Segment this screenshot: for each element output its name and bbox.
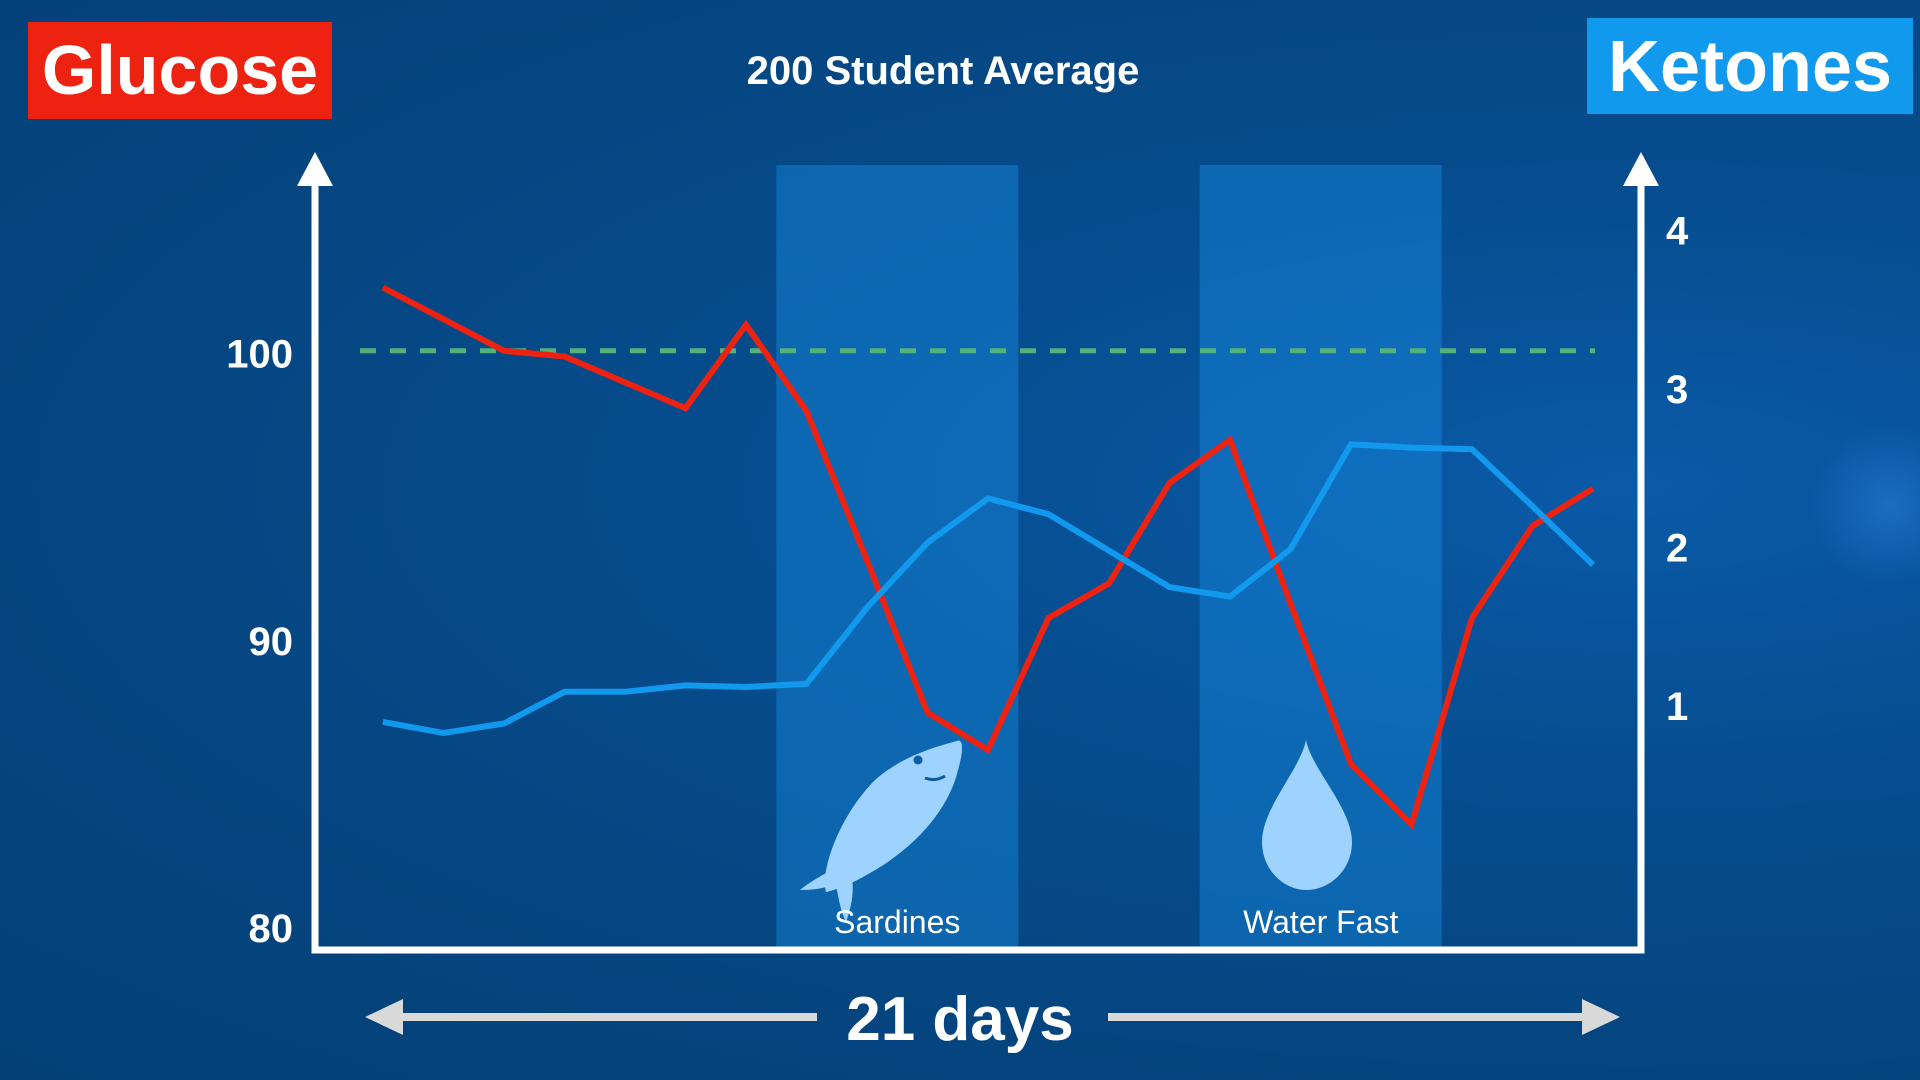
glucose-label-badge [28,22,332,119]
water-drop-icon [1262,740,1352,890]
band-label-water-fast: Water Fast [1243,904,1398,940]
series-lines [381,284,1596,831]
right-tick-label: 2 [1666,527,1688,571]
ketones-label-badge [1587,18,1913,114]
right-tick-label: 4 [1666,209,1689,253]
right-tick-label: 1 [1666,685,1688,729]
left-tick-label: 100 [226,333,293,377]
highlight-bands [776,165,1442,947]
fish-icon [800,740,963,922]
axes [311,175,1645,954]
left-tick-labels: 100 90 80 [226,333,293,951]
glucose-axis-label: Glucose [42,31,318,109]
ketones-axis-label: Ketones [1608,27,1892,107]
series-line-ketones [382,441,1596,737]
band-label-sardines: Sardines [834,904,960,940]
chart-title: 200 Student Average [747,49,1140,93]
series-line-glucose [381,284,1595,831]
axis-frame [311,175,1645,954]
left-axis-arrow [297,152,333,186]
background-glow [1810,425,1920,585]
left-tick-label: 90 [249,620,294,664]
right-tick-labels: 4 3 2 1 [1666,209,1689,729]
right-tick-label: 3 [1666,368,1688,412]
x-axis-label: 21 days [846,985,1074,1054]
x-axis-span-arrow [365,999,1620,1035]
right-axis-arrow [1623,152,1659,186]
left-tick-label: 80 [249,907,294,951]
